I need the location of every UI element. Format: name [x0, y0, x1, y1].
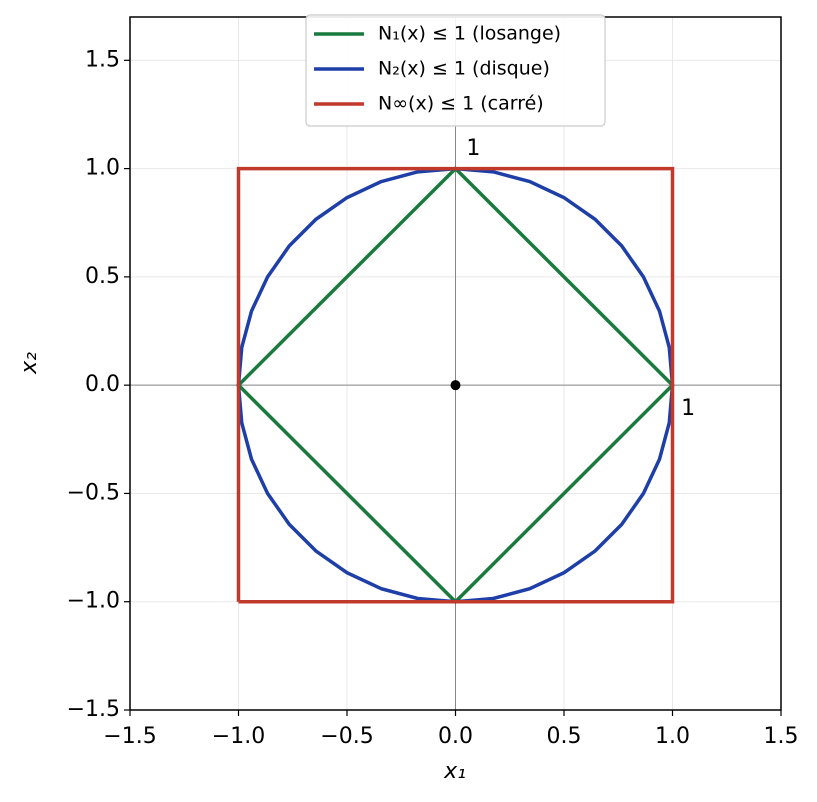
x-tick-label: 1.0 [655, 724, 690, 749]
legend-label: N∞(x) ≤ 1 (carré) [378, 93, 544, 115]
y-tick-label: −1.5 [67, 697, 120, 722]
legend: N₁(x) ≤ 1 (losange) N₂(x) ≤ 1 (disque) N∞(… [305, 14, 606, 127]
y-tick-label: 0.5 [85, 264, 120, 289]
series-line [236, 166, 675, 604]
legend-box [305, 14, 606, 127]
x-tick-label: −1.0 [212, 724, 265, 749]
y-tick-label: −0.5 [67, 480, 120, 505]
x-tick-label: −1.5 [103, 724, 156, 749]
x-tick-label: 1.5 [764, 724, 799, 749]
legend-label: N₂(x) ≤ 1 (disque) [378, 58, 550, 80]
annotation: 1 [466, 136, 480, 161]
y-axis-label: x₂ [17, 352, 42, 375]
legend-label: N₁(x) ≤ 1 (losange) [378, 23, 561, 45]
x-tick-label: −0.5 [320, 724, 373, 749]
y-tick-label: 1.0 [85, 156, 120, 181]
x-tick-label: 0.0 [438, 724, 473, 749]
x-axis-label: x₁ [443, 759, 466, 784]
x-tick-label: 0.5 [547, 724, 582, 749]
origin-point [450, 380, 461, 391]
y-tick-label: 0.0 [85, 372, 120, 397]
annotation: 1 [681, 396, 695, 421]
y-tick-label: −1.0 [67, 589, 120, 614]
y-tick-label: 1.5 [85, 47, 120, 72]
